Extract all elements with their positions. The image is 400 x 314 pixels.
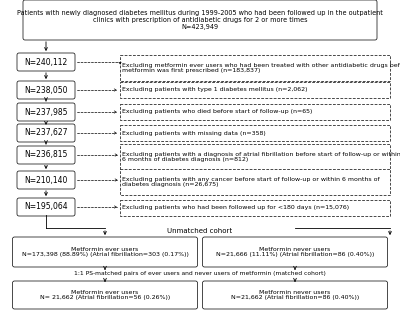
Bar: [120, 125, 390, 141]
Text: N=237,627: N=237,627: [24, 128, 68, 138]
FancyBboxPatch shape: [17, 146, 75, 164]
Text: Excluding patients who had been followed up for <180 days (n=15,076): Excluding patients who had been followed…: [122, 205, 349, 210]
Text: Unmatched cohort: Unmatched cohort: [168, 228, 232, 234]
Bar: [120, 104, 390, 120]
FancyBboxPatch shape: [202, 281, 388, 309]
Text: Excluding patients with a diagnosis of atrial fibrillation before start of follo: Excluding patients with a diagnosis of a…: [122, 152, 400, 162]
Text: Excluding patients with any cancer before start of follow-up or within 6 months : Excluding patients with any cancer befor…: [122, 176, 380, 187]
FancyBboxPatch shape: [17, 103, 75, 121]
Text: N=210,140: N=210,140: [24, 176, 68, 185]
FancyBboxPatch shape: [23, 0, 377, 40]
Text: N=195,064: N=195,064: [24, 203, 68, 212]
Text: Metformin never users
N=21,666 (11.11%) (Atrial fibrillation=86 (0.40%)): Metformin never users N=21,666 (11.11%) …: [216, 246, 374, 257]
Text: 1:1 PS-matched pairs of ever users and never users of metformin (matched cohort): 1:1 PS-matched pairs of ever users and n…: [74, 271, 326, 276]
Bar: [120, 200, 390, 216]
Text: N=237,985: N=237,985: [24, 107, 68, 116]
Text: Patients with newly diagnosed diabetes mellitus during 1999-2005 who had been fo: Patients with newly diagnosed diabetes m…: [17, 10, 383, 30]
Bar: [120, 55, 390, 81]
Text: N=238,050: N=238,050: [24, 85, 68, 95]
Text: Metformin ever users
N= 21,662 (Atrial fibrillation=56 (0.26%)): Metformin ever users N= 21,662 (Atrial f…: [40, 290, 170, 300]
Text: N=236,815: N=236,815: [24, 150, 68, 160]
Bar: [120, 144, 390, 170]
FancyBboxPatch shape: [17, 53, 75, 71]
Text: Metformin never users
N=21,662 (Atrial fibrillation=86 (0.40%)): Metformin never users N=21,662 (Atrial f…: [231, 290, 359, 300]
Bar: [120, 169, 390, 195]
Text: Excluding patients with type 1 diabetes mellitus (n=2,062): Excluding patients with type 1 diabetes …: [122, 88, 308, 93]
Text: N=240,112: N=240,112: [24, 57, 68, 67]
Text: Metformin ever users
N=173,398 (88.89%) (Atrial fibrillation=303 (0.17%)): Metformin ever users N=173,398 (88.89%) …: [22, 246, 188, 257]
Bar: [120, 82, 390, 98]
Text: Excluding patients who died before start of follow-up (n=65): Excluding patients who died before start…: [122, 110, 312, 115]
Text: Excluding metformin ever users who had been treated with other antidiabetic drug: Excluding metformin ever users who had b…: [122, 62, 400, 73]
FancyBboxPatch shape: [12, 237, 198, 267]
FancyBboxPatch shape: [202, 237, 388, 267]
Text: Excluding patients with missing data (n=358): Excluding patients with missing data (n=…: [122, 131, 266, 136]
FancyBboxPatch shape: [17, 171, 75, 189]
FancyBboxPatch shape: [12, 281, 198, 309]
FancyBboxPatch shape: [17, 124, 75, 142]
FancyBboxPatch shape: [17, 81, 75, 99]
FancyBboxPatch shape: [17, 198, 75, 216]
